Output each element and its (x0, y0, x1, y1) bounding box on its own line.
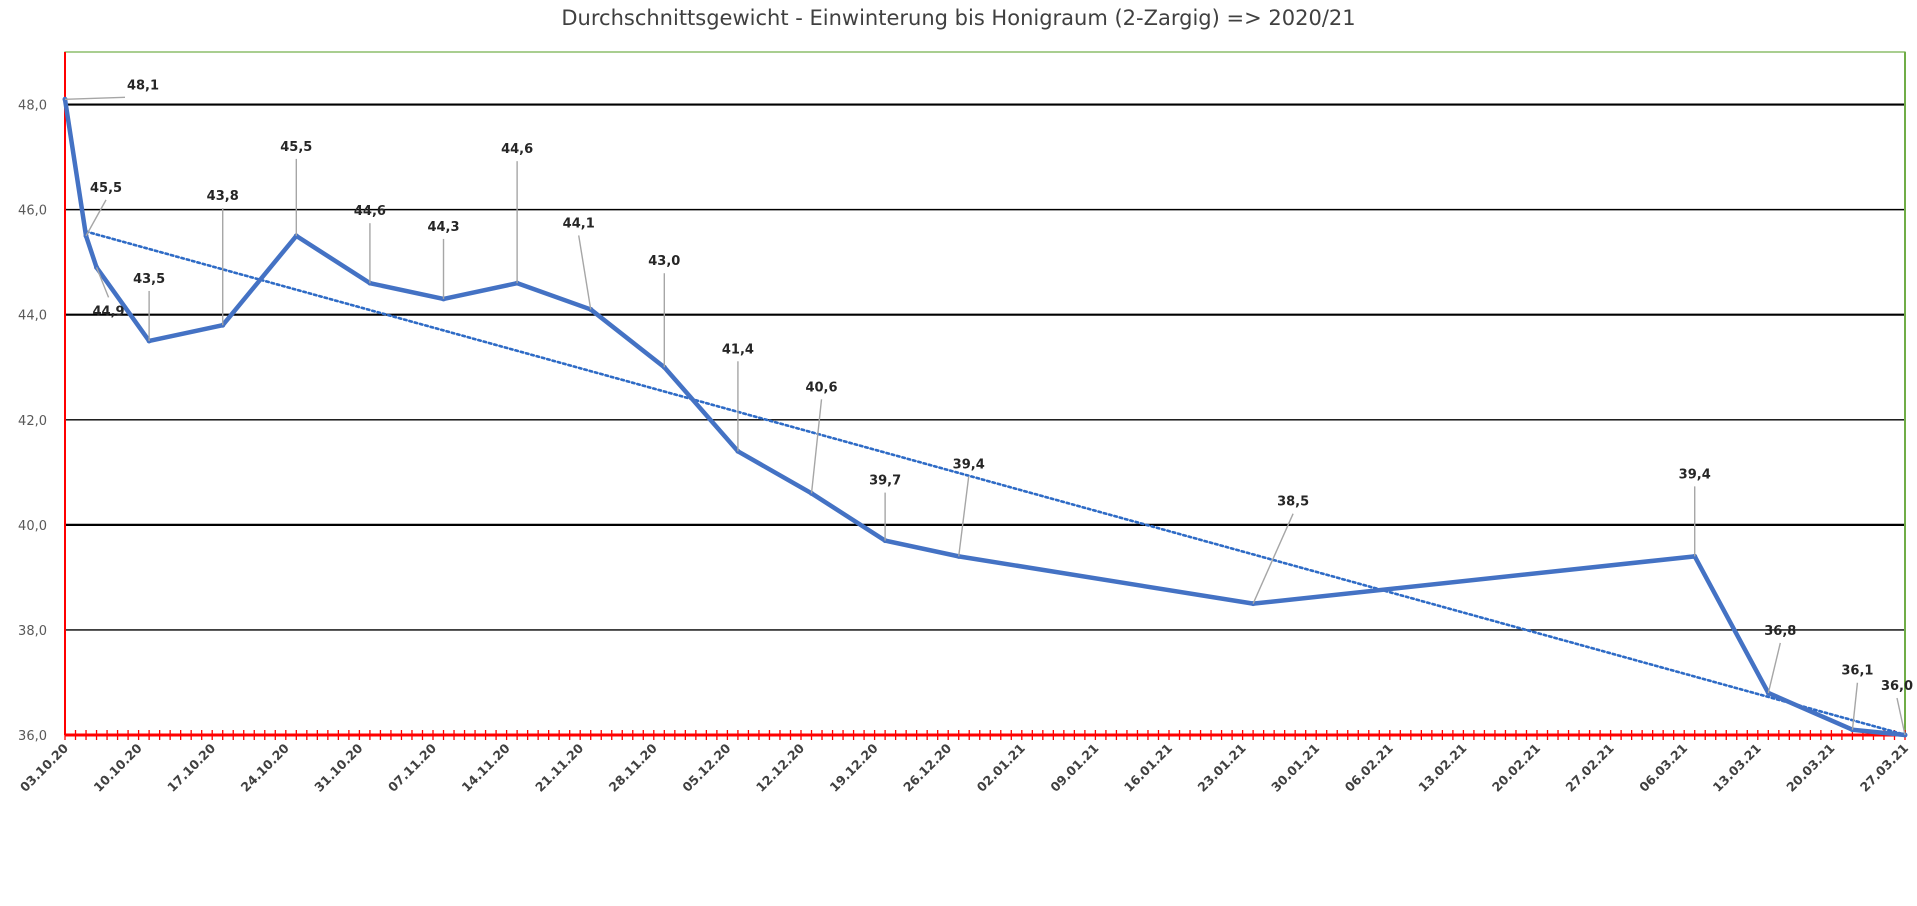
x-tick-label: 28.11.20 (606, 740, 660, 794)
x-tick-label: 23.01.21 (1194, 741, 1248, 795)
data-label: 44,6 (354, 204, 386, 219)
data-label: 43,5 (133, 272, 165, 287)
data-labels: 48,1 45,5 44,9 43,5 43,8 45,5 44,6 44,3 44,6 44,1… (90, 78, 1913, 694)
data-label: 44,1 (563, 216, 595, 231)
series-line-weight (62, 98, 1906, 738)
label-leaders (64, 96, 1906, 736)
data-label-leader (810, 399, 823, 494)
data-label-leader (64, 96, 126, 100)
data-label-leader (1896, 697, 1906, 736)
x-tick-label: 26.12.20 (900, 740, 954, 794)
x-tick-label: 24.10.20 (238, 740, 292, 794)
data-label: 38,5 (1277, 495, 1309, 510)
x-tick-label: 16.01.21 (1121, 741, 1175, 795)
data-label: 41,4 (722, 342, 754, 357)
data-label-leader (1767, 642, 1781, 694)
x-tick-label: 07.11.20 (385, 740, 439, 794)
data-label: 36,8 (1764, 624, 1796, 639)
x-tick-label: 19.12.20 (826, 740, 880, 794)
y-tick-labels: 36,0 38,0 40,0 42,0 44,0 46,0 48,0 (18, 99, 47, 744)
series-line (62, 96, 1908, 738)
data-label: 39,4 (1679, 467, 1711, 482)
data-label: 44,3 (427, 220, 459, 235)
x-tick-label: 31.10.20 (311, 740, 365, 794)
x-tick-label: 20.02.21 (1489, 741, 1543, 795)
data-label: 44,9 (93, 304, 125, 319)
data-label: 44,6 (501, 142, 533, 157)
x-tick-label: 12.12.20 (753, 740, 807, 794)
x-tick-label: 20.03.21 (1783, 741, 1837, 795)
data-label-leader (578, 235, 592, 310)
y-tick-label: 44,0 (18, 309, 47, 324)
axes (64, 51, 1906, 740)
data-label: 40,6 (805, 380, 837, 395)
plot-border (64, 51, 1906, 736)
data-label: 39,4 (953, 457, 985, 472)
x-tick-label: 27.02.21 (1562, 741, 1616, 795)
trendline-linear (84, 230, 1907, 737)
x-tick-label: 06.03.21 (1636, 741, 1690, 795)
data-label: 39,7 (869, 474, 901, 489)
x-tick-label: 06.02.21 (1342, 741, 1396, 795)
trendline (84, 230, 1907, 737)
y-tick-label: 42,0 (18, 414, 47, 429)
x-tick-label: 13.03.21 (1710, 741, 1764, 795)
data-label-leader (958, 476, 970, 557)
y-tick-label: 38,0 (18, 624, 47, 639)
y-tick-label: 36,0 (18, 729, 47, 744)
x-tick-label: 14.11.20 (458, 740, 512, 794)
data-label: 36,1 (1841, 664, 1873, 679)
x-tick-label: 02.01.21 (974, 741, 1028, 795)
y-tick-label: 40,0 (18, 519, 47, 534)
x-tick-label: 30.01.21 (1268, 741, 1322, 795)
data-label: 43,0 (648, 254, 680, 269)
y-tick-label: 48,0 (18, 99, 47, 114)
data-label: 36,0 (1881, 679, 1913, 694)
x-tick-label: 13.02.21 (1415, 741, 1469, 795)
data-label: 48,1 (127, 78, 159, 93)
data-label-leader (85, 199, 107, 237)
chart-title: Durchschnittsgewicht - Einwinterung bis … (561, 6, 1356, 30)
data-label-leader (1851, 682, 1859, 730)
data-label: 45,5 (280, 140, 312, 155)
x-tick-label: 17.10.20 (164, 740, 218, 794)
x-tick-label: 09.01.21 (1047, 741, 1101, 795)
data-label-leader (95, 267, 110, 298)
x-tick-label: 21.11.20 (532, 740, 586, 794)
x-tick-label: 03.10.20 (17, 740, 71, 794)
data-label: 43,8 (207, 189, 239, 204)
x-tick-label: 27.03.21 (1857, 741, 1911, 795)
y-tick-label: 46,0 (18, 204, 47, 219)
x-tick-label: 10.10.20 (90, 740, 144, 794)
data-label: 45,5 (90, 181, 122, 196)
x-tick-labels: 03.10.20 10.10.20 17.10.20 24.10.20 31.10.20… (17, 740, 1911, 794)
grid-lines (65, 103, 1905, 631)
x-tick-label: 05.12.20 (679, 740, 733, 794)
data-label-leader (1252, 513, 1294, 604)
